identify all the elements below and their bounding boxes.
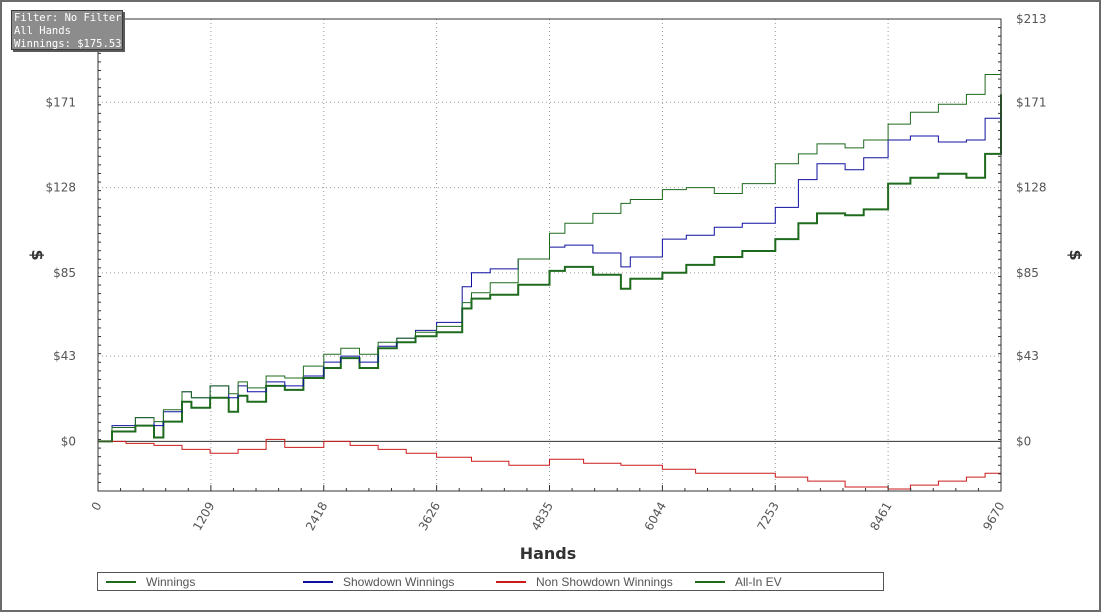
- legend-label: Showdown Winnings: [343, 574, 455, 589]
- legend-item: All-In EV: [695, 573, 782, 590]
- x-tick-label: 0: [89, 500, 105, 514]
- hands-label: All Hands: [14, 25, 71, 37]
- winnings-label: Winnings: $175.53: [14, 38, 122, 50]
- x-tick-labels: 0 1209 2418 3626 4835 6044 7253 8461 9670: [89, 500, 1008, 533]
- series-line-all-in-ev: [98, 19, 1002, 442]
- legend-label: Winnings: [146, 574, 196, 589]
- legend-swatch: [303, 580, 333, 583]
- plot-area-border: [97, 18, 1002, 492]
- y-tick-label-right: $171: [1016, 95, 1047, 109]
- y-tick-labels: $0$0$43$43$85$85$128$128$171$171$213$213: [45, 12, 1046, 448]
- filter-info-box: Filter: No Filter All Hands Winnings: $1…: [11, 10, 123, 50]
- y-tick-label-left: $128: [45, 181, 76, 195]
- legend: Winnings Showdown Winnings Non Showdown Wi…: [97, 572, 884, 591]
- series-group: [98, 19, 1002, 490]
- legend-swatch: [496, 580, 526, 583]
- x-tick-label: 7253: [754, 500, 781, 533]
- y-tick-label-right: $213: [1016, 12, 1047, 26]
- legend-item: Non Showdown Winnings: [496, 573, 673, 590]
- legend-item: Winnings: [106, 573, 195, 590]
- y-axis-title-right: $: [1066, 249, 1085, 260]
- x-tick-label: 6044: [642, 500, 669, 533]
- y-tick-label-left: $171: [45, 95, 76, 109]
- series-line-non-showdown-winnings: [98, 438, 1002, 490]
- y-tick-label-right: $0: [1016, 434, 1031, 448]
- y-axis-title-left: $: [28, 249, 47, 260]
- legend-swatch: [695, 580, 725, 583]
- legend-swatch: [106, 580, 136, 583]
- x-tick-label: 4835: [529, 500, 556, 533]
- x-axis-title: Hands: [520, 544, 577, 563]
- legend-label: Non Showdown Winnings: [536, 574, 673, 589]
- y-tick-label-left: $43: [53, 349, 76, 363]
- filter-label: Filter: No Filter: [14, 12, 122, 24]
- x-tick-label: 3626: [416, 500, 443, 533]
- x-tick-label: 1209: [190, 500, 217, 533]
- y-tick-label-right: $85: [1016, 266, 1039, 280]
- y-tick-label-left: $85: [53, 266, 76, 280]
- x-tick-label: 8461: [867, 500, 894, 533]
- y-tick-label-left: $0: [61, 434, 76, 448]
- legend-label: All-In EV: [735, 574, 782, 589]
- y-tick-label-right: $43: [1016, 349, 1039, 363]
- x-tick-label: 9670: [980, 500, 1007, 533]
- legend-item: Showdown Winnings: [303, 573, 454, 590]
- y-tick-label-right: $128: [1016, 181, 1047, 195]
- axes: [97, 18, 1002, 492]
- x-tick-label: 2418: [303, 500, 330, 533]
